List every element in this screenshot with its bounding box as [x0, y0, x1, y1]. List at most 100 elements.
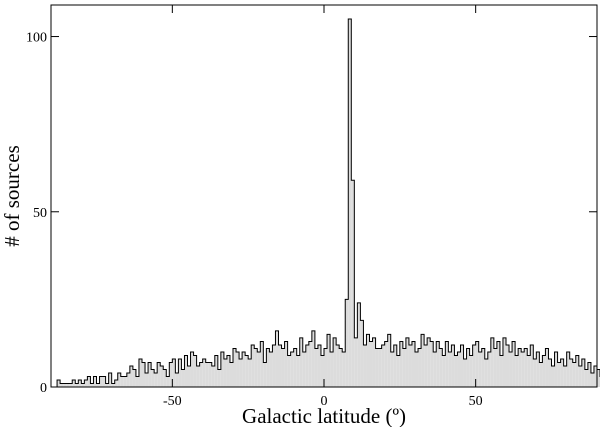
histogram-bar	[499, 355, 503, 387]
histogram-bar	[572, 362, 576, 387]
histogram-bar	[463, 358, 467, 387]
histogram-bar	[248, 358, 252, 387]
histogram-bar	[120, 376, 124, 387]
histogram-bar	[542, 355, 546, 387]
histogram-bar	[518, 348, 522, 387]
histogram-bar	[69, 383, 73, 387]
histogram-bar	[378, 348, 382, 387]
histogram-bar	[311, 330, 315, 387]
histogram-bar	[126, 372, 130, 387]
histogram-bar	[217, 369, 221, 387]
x-axis-ticks: -50 0 50	[163, 5, 483, 409]
histogram-bar	[527, 355, 531, 387]
histogram-bar	[421, 334, 425, 387]
histogram-bar	[199, 362, 203, 387]
histogram-bar	[430, 341, 434, 387]
y-tick-label: 0	[40, 381, 47, 396]
histogram-bar	[548, 358, 552, 387]
histogram-bar	[178, 358, 182, 387]
histogram-bar	[260, 341, 264, 387]
histogram-bar	[512, 341, 516, 387]
histogram-bar	[569, 358, 573, 387]
histogram-bar	[296, 355, 300, 387]
histogram-bar	[597, 369, 600, 387]
histogram-bar	[506, 344, 510, 387]
histogram-bar	[481, 348, 485, 387]
x-axis-title: Galactic latitude (º)	[242, 404, 406, 427]
plot-frame	[50, 4, 598, 388]
histogram-bar	[366, 334, 370, 387]
histogram-bar	[275, 330, 279, 387]
histogram-bar	[566, 351, 570, 387]
histogram-bar	[327, 334, 331, 387]
histogram-bar	[484, 358, 488, 387]
histogram-bar	[411, 341, 415, 387]
histogram-bar	[266, 348, 270, 387]
histogram-bar	[457, 351, 461, 387]
histogram-bar	[354, 337, 358, 387]
histogram-bar	[460, 344, 464, 387]
histogram-bar	[281, 348, 285, 387]
histogram-bar	[66, 383, 70, 387]
histogram-bar	[533, 358, 537, 387]
histogram-bar	[60, 383, 64, 387]
histogram-bar	[384, 341, 388, 387]
histogram-bar	[220, 351, 224, 387]
histogram-bar	[521, 351, 525, 387]
histogram-bar	[154, 372, 158, 387]
histogram-bar	[263, 362, 267, 387]
histogram-bar	[581, 358, 585, 387]
histogram-bar	[138, 358, 142, 387]
histogram-bar	[466, 348, 470, 387]
histogram-bar	[314, 348, 318, 387]
histogram-bar	[175, 372, 179, 387]
histogram-bar	[148, 362, 152, 387]
histogram-bar	[233, 348, 237, 387]
histogram-bar	[308, 341, 312, 387]
histogram-bar	[63, 383, 67, 387]
histogram-bar	[272, 344, 276, 387]
histogram-bar	[196, 365, 200, 387]
histogram-bar	[193, 355, 197, 387]
histogram-bar	[242, 351, 246, 387]
histogram-bar	[117, 372, 121, 387]
histogram-bar	[415, 351, 419, 387]
histogram-bar	[129, 365, 133, 387]
histogram-bar	[442, 355, 446, 387]
histogram-bar	[339, 348, 343, 387]
y-tick-label: 50	[33, 206, 47, 221]
histogram-bar	[493, 348, 497, 387]
histogram-bar	[487, 351, 491, 387]
histogram-bar	[433, 351, 437, 387]
x-tick-label: 50	[469, 394, 483, 409]
histogram-bar	[454, 355, 458, 387]
histogram-bar	[584, 369, 588, 387]
histogram-bar	[93, 376, 97, 387]
histogram-bar	[72, 379, 76, 387]
histogram-bar	[545, 348, 549, 387]
histogram-bar	[57, 379, 61, 387]
histogram-bar	[578, 365, 582, 387]
histogram-bar	[187, 365, 191, 387]
histogram-bar	[363, 344, 367, 387]
histogram-bar	[551, 365, 555, 387]
histogram-bar	[502, 337, 506, 387]
histogram-bar	[96, 383, 100, 387]
histogram-bar	[114, 379, 118, 387]
y-axis-ticks: 0 50 100	[26, 31, 597, 396]
histogram-bar	[90, 383, 94, 387]
y-tick-label: 100	[26, 31, 47, 46]
histogram-bar	[145, 372, 149, 387]
histogram-bar	[123, 376, 127, 387]
histogram-bar	[290, 351, 294, 387]
histogram-bar	[190, 351, 194, 387]
histogram-bar	[396, 355, 400, 387]
histogram-bar	[427, 337, 431, 387]
histogram-bar	[369, 341, 373, 387]
histogram-bar	[181, 369, 185, 387]
histogram-bar	[381, 344, 385, 387]
histogram-bar	[78, 379, 82, 387]
histogram-bar	[554, 351, 558, 387]
histogram-bar	[205, 362, 209, 387]
histogram-bar	[172, 358, 176, 387]
